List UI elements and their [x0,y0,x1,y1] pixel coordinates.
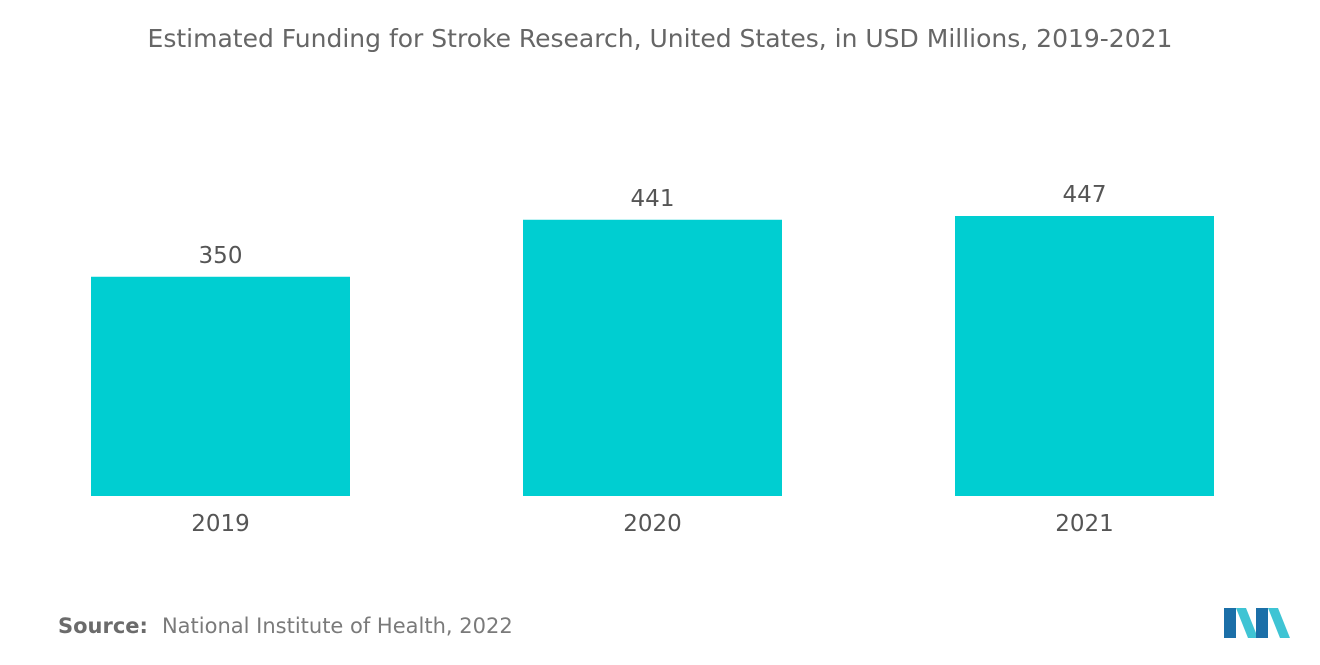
source-label: Source: [58,614,148,638]
data-label-2020: 441 [631,186,675,212]
x-tick-label-2020: 2020 [623,511,682,537]
data-label-2019: 350 [199,243,243,269]
chart-title: Estimated Funding for Stroke Research, U… [147,24,1173,53]
bar-2019 [91,276,350,496]
x-tick-label-2021: 2021 [1055,511,1114,537]
bar-2021 [955,216,1214,496]
data-label-2021: 447 [1063,182,1107,208]
bar-2020 [523,219,782,496]
bar-chart: 350 2019 441 2020 447 2021 [91,182,1214,537]
source-text: National Institute of Health, 2022 [161,614,513,638]
source-note: Source: National Institute of Health, 202… [58,614,513,638]
mordor-intelligence-logo-icon [1224,608,1290,638]
x-tick-label-2019: 2019 [191,511,250,537]
